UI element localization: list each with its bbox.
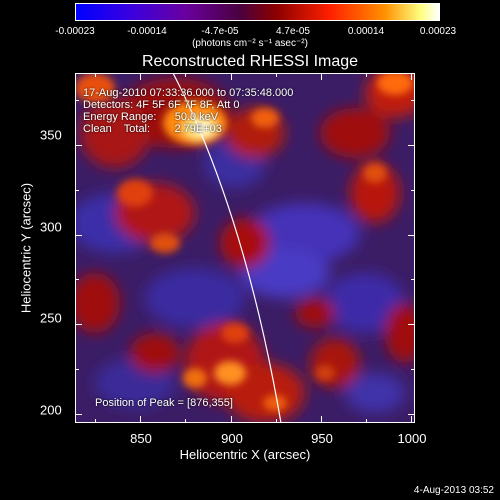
y-tick — [408, 234, 415, 236]
heatmap-svg — [75, 73, 415, 423]
footer-date: 4-Aug-2013 03:52 — [413, 485, 494, 496]
x-tick — [411, 73, 413, 80]
x-tick-label: 950 — [311, 431, 333, 446]
x-tick — [275, 419, 277, 423]
colorbar-tick: -4.7e-05 — [201, 26, 239, 37]
x-tick — [320, 73, 322, 80]
x-tick — [411, 416, 413, 423]
energy-range-label: Energy Range: 50.0 keV — [83, 111, 219, 123]
colorbar-tick: 0.00014 — [347, 26, 385, 37]
y-tick — [75, 99, 79, 101]
clean-total-label: Clean Total: 2.79E+03 — [83, 123, 222, 135]
y-tick-label: 350 — [40, 127, 62, 143]
y-tick — [75, 234, 82, 236]
y-tick — [411, 279, 415, 281]
x-tick — [230, 73, 232, 80]
y-tick-label: 200 — [40, 402, 62, 418]
peak-position-label: Position of Peak = [876,355] — [95, 397, 233, 409]
y-tick — [408, 144, 415, 146]
y-tick — [75, 189, 79, 191]
y-tick — [411, 369, 415, 371]
y-tick-label: 300 — [40, 219, 62, 235]
heatmap-image: 17-Aug-2010 07:33:36.000 to 07:35:48.000… — [75, 73, 415, 423]
y-tick — [75, 279, 79, 281]
y-tick — [411, 189, 415, 191]
colorbar-tick: 0.00023 — [419, 26, 457, 37]
y-tick — [75, 144, 82, 146]
x-tick — [275, 73, 277, 77]
x-tick — [94, 419, 96, 423]
y-tick — [408, 414, 415, 416]
colorbar-tick: -0.00014 — [127, 26, 167, 37]
chart-title: Reconstructed RHESSI Image — [141, 53, 359, 70]
x-tick — [366, 419, 368, 423]
x-tick — [94, 73, 96, 77]
x-tick — [140, 73, 142, 80]
x-tick — [366, 73, 368, 77]
x-tick — [140, 416, 142, 423]
solar-limb — [172, 73, 282, 423]
y-tick-label: 250 — [40, 310, 62, 326]
y-tick — [75, 324, 82, 326]
y-tick — [408, 324, 415, 326]
x-tick-label: 850 — [130, 431, 152, 446]
detectors-label: Detectors: 4F 5F 6F 7F 8F, Att 0 — [83, 99, 240, 111]
x-tick — [230, 416, 232, 423]
x-tick-label: 900 — [221, 431, 243, 446]
x-tick-label: 1000 — [397, 431, 427, 446]
y-tick — [75, 414, 82, 416]
colorbar-tick: 4.7e-05 — [276, 26, 310, 37]
time-range-label: 17-Aug-2010 07:33:36.000 to 07:35:48.000 — [83, 87, 294, 99]
x-tick — [185, 419, 187, 423]
y-tick — [75, 369, 79, 371]
y-tick — [411, 99, 415, 101]
colorbar — [75, 3, 440, 21]
colorbar-tick: -0.00023 — [55, 26, 95, 37]
y-axis-label: Heliocentric Y (arcsec) — [18, 182, 34, 314]
x-tick — [185, 73, 187, 77]
colorbar-units: (photons cm⁻² s⁻¹ asec⁻²) — [192, 38, 308, 49]
x-tick — [320, 416, 322, 423]
x-axis-label: Heliocentric X (arcsec) — [179, 447, 311, 462]
